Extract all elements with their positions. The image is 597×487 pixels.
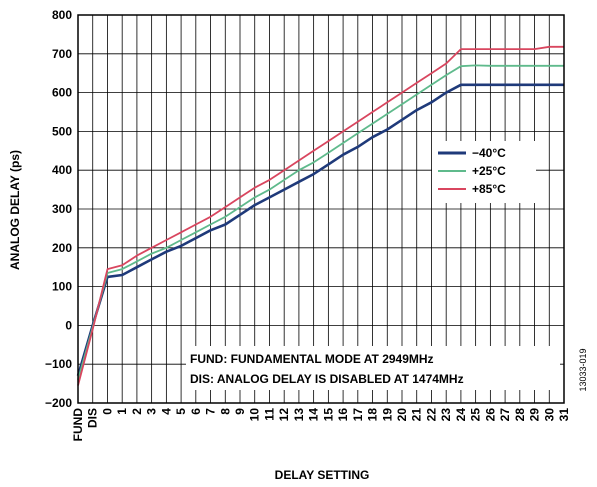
plot-frame (77, 14, 565, 404)
x-tick-label: 28 (513, 408, 527, 422)
x-tick-label: 3 (145, 408, 159, 415)
x-tick-label: 5 (174, 408, 188, 415)
y-axis-label: ANALOG DELAY (ps) (8, 150, 22, 270)
x-tick-label: 14 (307, 408, 321, 422)
y-tick-label: 100 (52, 280, 72, 294)
x-tick-label: 4 (159, 408, 173, 415)
x-tick-label: 26 (483, 408, 497, 422)
x-tick-label: 1 (115, 408, 129, 415)
x-tick-label: 22 (424, 408, 438, 422)
series-line-1 (77, 64, 564, 380)
x-tick-label: 9 (233, 408, 247, 415)
annotation-dis: DIS: ANALOG DELAY IS DISABLED AT 1474MHz (190, 372, 464, 386)
series-lines (76, 45, 564, 386)
x-tick-label: 25 (469, 408, 483, 422)
x-tick-label: 11 (262, 408, 276, 421)
y-tick-labels: −200 −100 0 100 200 300 400 500 600 700 800 (45, 8, 72, 410)
y-tick-label: 300 (52, 202, 72, 216)
x-tick-label: 15 (321, 408, 335, 422)
x-tick-label: 21 (410, 408, 424, 422)
y-tick-label: 500 (52, 124, 72, 138)
x-tick-label: 18 (366, 408, 380, 422)
x-tick-label: 20 (395, 408, 409, 422)
annotation-fund: FUND: FUNDAMENTAL MODE AT 2949MHz (190, 352, 434, 366)
x-tick-label: 17 (351, 408, 365, 422)
grid (77, 14, 565, 404)
x-tick-label: 23 (439, 408, 453, 422)
x-axis-label: DELAY SETTING (275, 468, 370, 482)
y-tick-label: 400 (52, 163, 72, 177)
y-tick-label: 0 (65, 318, 72, 332)
legend-label-0: −40°C (472, 146, 506, 160)
x-tick-label: 12 (277, 408, 291, 422)
x-tick-label: 2 (130, 408, 144, 415)
x-tick-label: FUND (71, 408, 85, 442)
series-line-0 (76, 83, 564, 377)
y-tick-label: 200 (52, 241, 72, 255)
y-tick-label: −100 (45, 357, 72, 371)
x-tick-labels: FUND DIS 0 1 2 3 4 5 6 7 8 9 10 11 12 13 14 15 16 17 18 19 20 2… (71, 408, 571, 442)
annotation-background (186, 346, 560, 390)
annotation-box: FUND: FUNDAMENTAL MODE AT 2949MHz DIS: A… (186, 346, 560, 390)
x-tick-label: 0 (100, 408, 114, 415)
figure-id: 13033-019 (578, 348, 588, 391)
x-tick-label: 27 (498, 408, 512, 422)
x-tick-label: 10 (248, 408, 262, 422)
x-tick-label: 30 (542, 408, 556, 422)
x-tick-label: 19 (380, 408, 394, 422)
series-line-2 (77, 45, 564, 386)
legend: −40°C +25°C +85°C (432, 141, 536, 203)
legend-label-1: +25°C (472, 164, 506, 178)
x-tick-label: 7 (204, 408, 218, 415)
x-tick-label: 31 (557, 408, 571, 422)
x-tick-label: 29 (528, 408, 542, 422)
legend-label-2: +85°C (472, 182, 506, 196)
y-tick-label: 600 (52, 86, 72, 100)
x-tick-label: 24 (454, 408, 468, 422)
x-tick-label: DIS (86, 408, 100, 428)
x-tick-label: 6 (189, 408, 203, 415)
x-tick-label: 8 (218, 408, 232, 415)
y-tick-label: 700 (52, 47, 72, 61)
y-tick-label: 800 (52, 8, 72, 22)
x-tick-label: 16 (336, 408, 350, 422)
y-tick-label: −200 (45, 396, 72, 410)
x-tick-label: 13 (292, 408, 306, 422)
